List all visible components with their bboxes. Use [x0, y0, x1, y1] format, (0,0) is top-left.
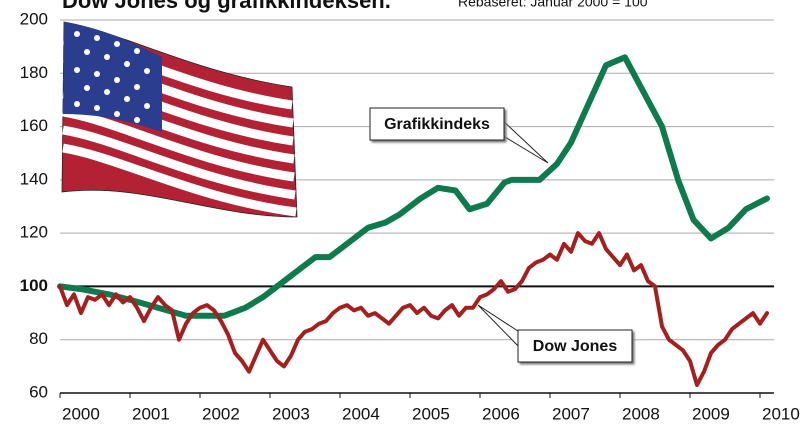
x-tick-label: 2003 [272, 404, 310, 423]
header: Dow Jones og grafikkindeksen. Rebaseret:… [62, 0, 648, 13]
x-tick-label: 2002 [202, 404, 240, 423]
x-tick-label: 2001 [132, 404, 170, 423]
flag [62, 22, 297, 217]
y-tick-label: 160 [20, 116, 48, 135]
y-tick-label: 200 [20, 9, 48, 28]
x-tick-label: 2005 [412, 404, 450, 423]
annotation-grafik: Grafikkindeks [370, 108, 548, 163]
x-tick-label: 2009 [692, 404, 730, 423]
x-tick-label: 2008 [622, 404, 660, 423]
chart-subtitle: Rebaseret: Januar 2000 = 100 [458, 0, 648, 10]
y-tick-label: 120 [20, 223, 48, 242]
chart: Dow Jones og grafikkindeksen. Rebaseret:… [0, 0, 807, 434]
x-tick-label: 2000 [62, 404, 100, 423]
y-tick-label: 140 [20, 169, 48, 188]
series-label: Grafikkindeks [384, 116, 490, 133]
annotation-dow: Dow Jones [478, 305, 632, 362]
series-label: Dow Jones [533, 338, 618, 355]
y-tick-label: 100 [20, 276, 48, 295]
y-tick-label: 180 [20, 63, 48, 82]
x-tick-label: 2010 [762, 404, 800, 423]
x-tick-label: 2007 [552, 404, 590, 423]
x-tick-label: 2004 [342, 404, 380, 423]
y-tick-label: 80 [29, 329, 48, 348]
chart-title: Dow Jones og grafikkindeksen. [62, 0, 391, 13]
y-tick-label: 60 [29, 382, 48, 401]
x-tick-label: 2006 [482, 404, 520, 423]
